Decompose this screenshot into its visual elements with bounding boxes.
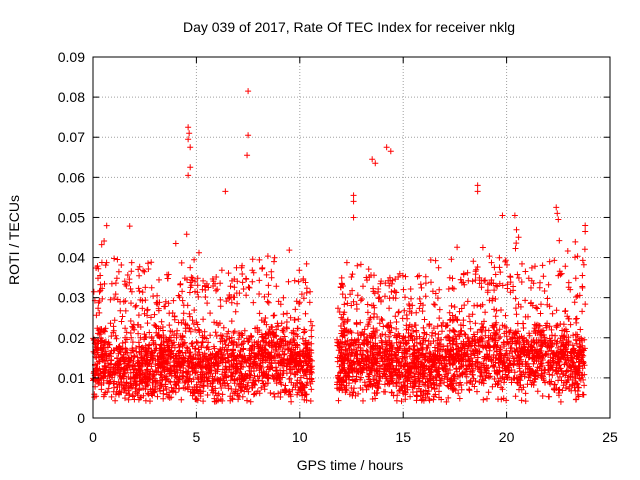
y-tick-label: 0.05	[58, 209, 85, 225]
x-tick-label: 15	[395, 429, 411, 445]
roti-outlier-point	[372, 160, 379, 167]
roti-outlier-point	[245, 88, 252, 95]
roti-outlier-point	[511, 212, 518, 219]
y-tick-label: 0.09	[58, 49, 85, 65]
roti-outlier-point	[582, 222, 589, 229]
roti-point-cloud	[90, 222, 589, 405]
roti-outlier-point	[185, 136, 192, 143]
x-tick-label: 25	[602, 429, 618, 445]
y-axis-tick-labels: 0 0.01 0.02 0.03 0.04 0.05 0.06 0.07 0.08 0.09	[58, 49, 85, 426]
roti-outlier-point	[555, 216, 562, 223]
y-tick-label: 0	[77, 410, 85, 426]
roti-outlier-point	[474, 182, 481, 189]
y-tick-label: 0.04	[58, 250, 85, 266]
x-tick-label: 5	[193, 429, 201, 445]
roti-outlier-point	[350, 192, 357, 199]
y-tick-label: 0.01	[58, 370, 85, 386]
y-tick-label: 0.03	[58, 290, 85, 306]
roti-outlier-point	[350, 214, 357, 221]
roti-outlier-point	[582, 228, 589, 235]
axis-ticks	[92, 56, 611, 419]
roti-outlier-point	[387, 148, 394, 155]
roti-outlier-point	[554, 210, 561, 217]
roti-outlier-point	[244, 152, 251, 159]
plot-frame	[92, 56, 611, 419]
roti-outlier-point	[553, 204, 560, 211]
y-tick-label: 0.02	[58, 330, 85, 346]
roti-outlier-point	[185, 172, 192, 179]
roti-outlier-point	[499, 212, 506, 219]
roti-outlier-point	[187, 144, 194, 151]
x-tick-label: 10	[292, 429, 308, 445]
roti-outlier-point	[350, 198, 357, 205]
x-axis-tick-labels: 0 5 10 15 20 25	[89, 429, 618, 445]
roti-outlier-point	[187, 164, 194, 171]
roti-outlier-point	[383, 144, 390, 151]
x-tick-label: 20	[499, 429, 515, 445]
chart-title: Day 039 of 2017, Rate Of TEC Index for r…	[183, 19, 515, 35]
roti-outlier-point	[185, 124, 192, 131]
roti-outlier-point	[222, 188, 229, 195]
y-tick-label: 0.06	[58, 169, 85, 185]
roti-outlier-point	[245, 132, 252, 139]
y-tick-label: 0.07	[58, 129, 85, 145]
roti-outlier-point	[369, 156, 376, 163]
y-axis-label: ROTI / TECUs	[6, 195, 22, 285]
roti-outlier-point	[186, 130, 193, 137]
data-points	[90, 88, 589, 405]
x-tick-label: 0	[89, 429, 97, 445]
x-axis-label: GPS time / hours	[297, 457, 404, 473]
roti-outlier-point	[474, 188, 481, 195]
y-tick-label: 0.08	[58, 89, 85, 105]
